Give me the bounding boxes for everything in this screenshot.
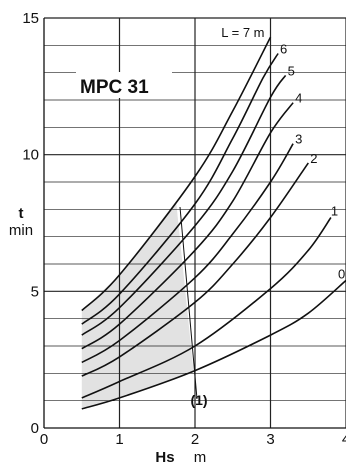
- chart-title: MPC 31: [80, 77, 149, 98]
- y-axis-unit: min: [9, 222, 33, 239]
- y-tick-label: 10: [22, 147, 39, 164]
- annotation-label: (1): [190, 392, 207, 408]
- curves-group: [81, 36, 346, 410]
- gridlines: [44, 17, 346, 428]
- title-backdrop: [76, 72, 172, 98]
- curve-label: 0: [338, 266, 345, 281]
- curve-6: [81, 53, 279, 325]
- curve-0: [81, 279, 346, 410]
- y-tick-label: 0: [31, 420, 39, 437]
- y-tick-labels: 0 5 10 15: [22, 10, 39, 437]
- curve-label: 3: [295, 132, 302, 147]
- x-axis-label: Hs: [155, 449, 174, 466]
- curve-labels: 0 1 23 456 L = 7 m: [221, 25, 345, 281]
- curve-5: [81, 74, 287, 336]
- curve-3: [81, 143, 294, 364]
- y-axis-label: t: [19, 205, 24, 222]
- shaded-region-group: [81, 201, 194, 409]
- x-tick-label: 2: [191, 431, 199, 448]
- x-tick-label: 0: [40, 431, 48, 448]
- x-tick-labels: 0 1 2 3 4: [40, 431, 346, 448]
- curve-label: L = 7 m: [221, 25, 264, 40]
- curve-4: [81, 102, 294, 350]
- x-tick-label: 3: [266, 431, 274, 448]
- curve-label: 5: [288, 63, 295, 78]
- curve-label: 1: [331, 204, 338, 219]
- x-axis-unit: m: [194, 449, 207, 466]
- curve-label: 4: [295, 91, 302, 106]
- shaded-region: [81, 201, 194, 409]
- curve-2: [81, 162, 309, 377]
- curve-label: 6: [280, 42, 287, 57]
- y-tick-label: 5: [31, 283, 39, 300]
- marker-line: [179, 206, 198, 400]
- curve-l-7-m: [81, 36, 272, 312]
- x-tick-label: 1: [115, 431, 123, 448]
- curve-label: 2: [310, 151, 317, 166]
- y-tick-label: 15: [22, 10, 39, 27]
- x-tick-label: 4: [342, 431, 346, 448]
- curve-1: [81, 217, 332, 399]
